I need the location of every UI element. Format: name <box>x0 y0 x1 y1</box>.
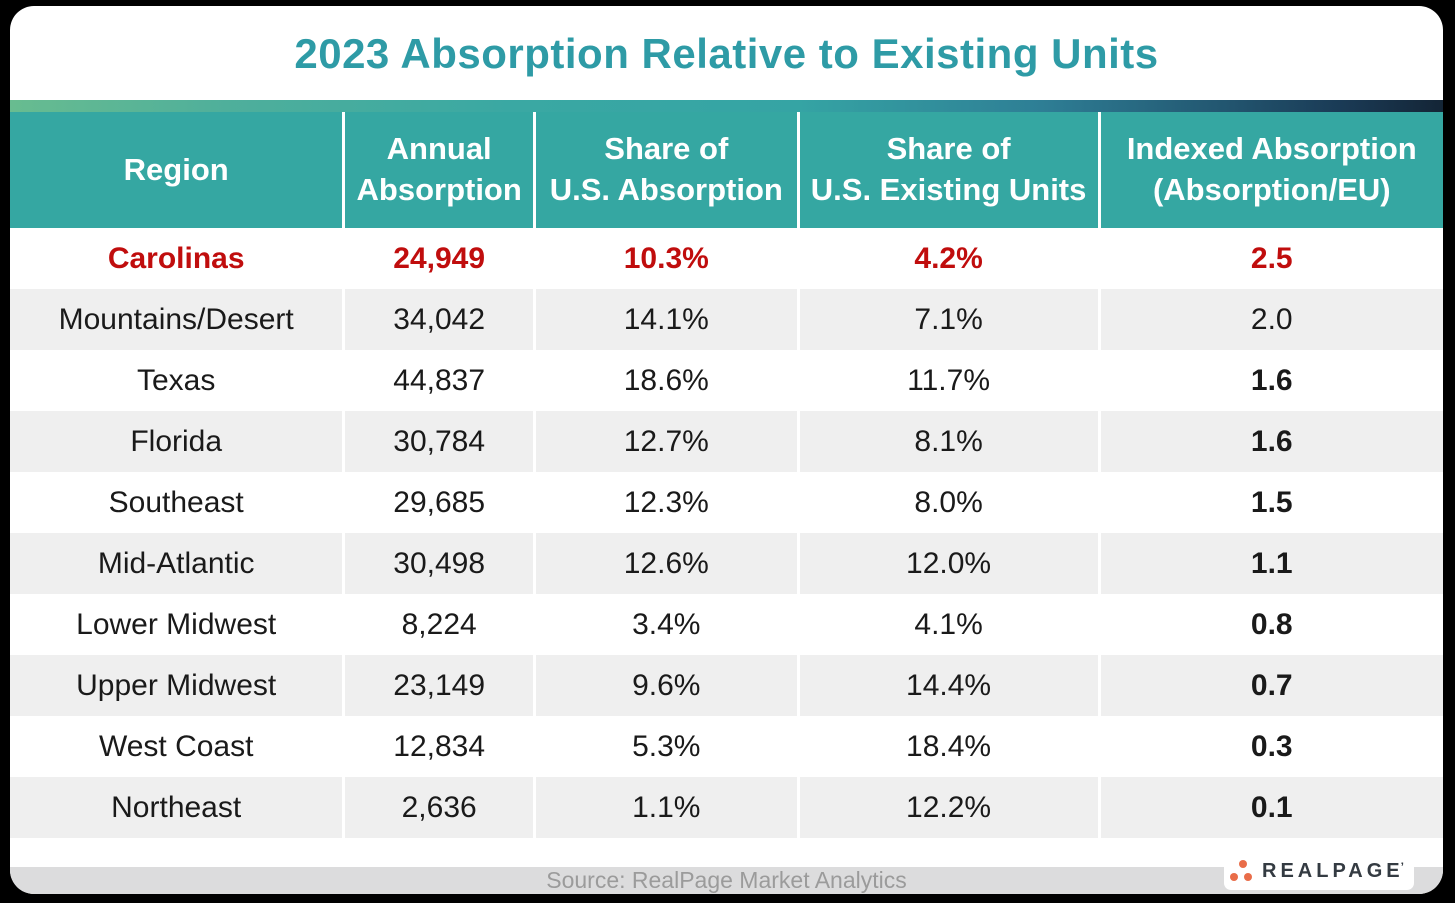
cell-region: Upper Midwest <box>10 655 344 716</box>
cell-share-us-existing-units: 4.1% <box>796 594 1100 655</box>
cell-share-us-existing-units: 12.2% <box>796 777 1100 838</box>
table-row: Upper Midwest 23,149 9.6% 14.4% 0.7 <box>10 655 1443 716</box>
cell-region: Florida <box>10 411 344 472</box>
cell-indexed-absorption: 1.1 <box>1097 533 1443 594</box>
header-cell-share-us-absorption: Share of U.S. Absorption <box>532 112 799 228</box>
cell-region: Lower Midwest <box>10 594 344 655</box>
cell-share-us-existing-units: 7.1% <box>796 289 1100 350</box>
source-text: Source: RealPage Market Analytics <box>546 867 907 893</box>
cell-annual-absorption: 8,224 <box>342 594 535 655</box>
cell-annual-absorption: 30,498 <box>342 533 535 594</box>
table-body: Carolinas 24,949 10.3% 4.2% 2.5 Mountains/Des… <box>10 228 1443 838</box>
cell-indexed-absorption: 0.3 <box>1097 716 1443 777</box>
table-row: West Coast 12,834 5.3% 18.4% 0.3 <box>10 716 1443 777</box>
table-header-row: Region Annual Absorption Share of U.S. Absor… <box>10 112 1443 228</box>
table-row: Mid-Atlantic 30,498 12.6% 12.0% 1.1 <box>10 533 1443 594</box>
cell-annual-absorption: 34,042 <box>342 289 535 350</box>
cell-indexed-absorption: 0.1 <box>1097 777 1443 838</box>
header-cell-share-us-existing-units: Share of U.S. Existing Units <box>796 112 1100 228</box>
logo-wordmark: REALPAGE’ <box>1262 860 1408 882</box>
table-row: Texas 44,837 18.6% 11.7% 1.6 <box>10 350 1443 411</box>
cell-share-us-absorption: 12.3% <box>532 472 799 533</box>
header-cell-region: Region <box>10 112 344 228</box>
cell-share-us-absorption: 10.3% <box>532 228 799 289</box>
table-row: Florida 30,784 12.7% 8.1% 1.6 <box>10 411 1443 472</box>
cell-region: Texas <box>10 350 344 411</box>
cell-annual-absorption: 29,685 <box>342 472 535 533</box>
cell-share-us-absorption: 1.1% <box>532 777 799 838</box>
cell-share-us-existing-units: 8.1% <box>796 411 1100 472</box>
cell-annual-absorption: 12,834 <box>342 716 535 777</box>
table-row: Carolinas 24,949 10.3% 4.2% 2.5 <box>10 228 1443 289</box>
cell-indexed-absorption: 2.0 <box>1097 289 1443 350</box>
absorption-table: Region Annual Absorption Share of U.S. Absor… <box>10 112 1443 838</box>
cell-share-us-existing-units: 12.0% <box>796 533 1100 594</box>
realpage-logo: REALPAGE’ <box>1224 852 1414 890</box>
cell-indexed-absorption: 0.8 <box>1097 594 1443 655</box>
cell-indexed-absorption: 1.6 <box>1097 350 1443 411</box>
cell-share-us-existing-units: 14.4% <box>796 655 1100 716</box>
cell-annual-absorption: 30,784 <box>342 411 535 472</box>
cell-region: Mid-Atlantic <box>10 533 344 594</box>
cell-share-us-absorption: 3.4% <box>532 594 799 655</box>
cell-annual-absorption: 23,149 <box>342 655 535 716</box>
cell-share-us-absorption: 12.7% <box>532 411 799 472</box>
cell-region: Southeast <box>10 472 344 533</box>
cell-share-us-existing-units: 11.7% <box>796 350 1100 411</box>
header-cell-annual-absorption: Annual Absorption <box>342 112 535 228</box>
infographic-card: 2023 Absorption Relative to Existing Uni… <box>10 6 1443 894</box>
cell-share-us-existing-units: 18.4% <box>796 716 1100 777</box>
cell-region: Mountains/Desert <box>10 289 344 350</box>
cell-annual-absorption: 2,636 <box>342 777 535 838</box>
cell-indexed-absorption: 0.7 <box>1097 655 1443 716</box>
cell-annual-absorption: 24,949 <box>342 228 535 289</box>
logo-trademark-mark: ’ <box>1400 860 1408 874</box>
realpage-dots-icon <box>1230 859 1254 884</box>
page-title: 2023 Absorption Relative to Existing Uni… <box>294 30 1159 77</box>
cell-indexed-absorption: 2.5 <box>1097 228 1443 289</box>
gradient-divider-bar <box>10 100 1443 112</box>
table-row: Southeast 29,685 12.3% 8.0% 1.5 <box>10 472 1443 533</box>
header-cell-indexed-absorption: Indexed Absorption (Absorption/EU) <box>1097 112 1443 228</box>
cell-region: West Coast <box>10 716 344 777</box>
table-row: Northeast 2,636 1.1% 12.2% 0.1 <box>10 777 1443 838</box>
cell-share-us-absorption: 5.3% <box>532 716 799 777</box>
cell-share-us-absorption: 14.1% <box>532 289 799 350</box>
cell-indexed-absorption: 1.6 <box>1097 411 1443 472</box>
cell-annual-absorption: 44,837 <box>342 350 535 411</box>
cell-share-us-existing-units: 4.2% <box>796 228 1100 289</box>
cell-share-us-existing-units: 8.0% <box>796 472 1100 533</box>
cell-region: Carolinas <box>10 228 344 289</box>
cell-region: Northeast <box>10 777 344 838</box>
cell-share-us-absorption: 9.6% <box>532 655 799 716</box>
cell-share-us-absorption: 12.6% <box>532 533 799 594</box>
table-row: Lower Midwest 8,224 3.4% 4.1% 0.8 <box>10 594 1443 655</box>
cell-share-us-absorption: 18.6% <box>532 350 799 411</box>
source-bar: Source: RealPage Market Analytics <box>10 867 1443 894</box>
cell-indexed-absorption: 1.5 <box>1097 472 1443 533</box>
table-row: Mountains/Desert 34,042 14.1% 7.1% 2.0 <box>10 289 1443 350</box>
